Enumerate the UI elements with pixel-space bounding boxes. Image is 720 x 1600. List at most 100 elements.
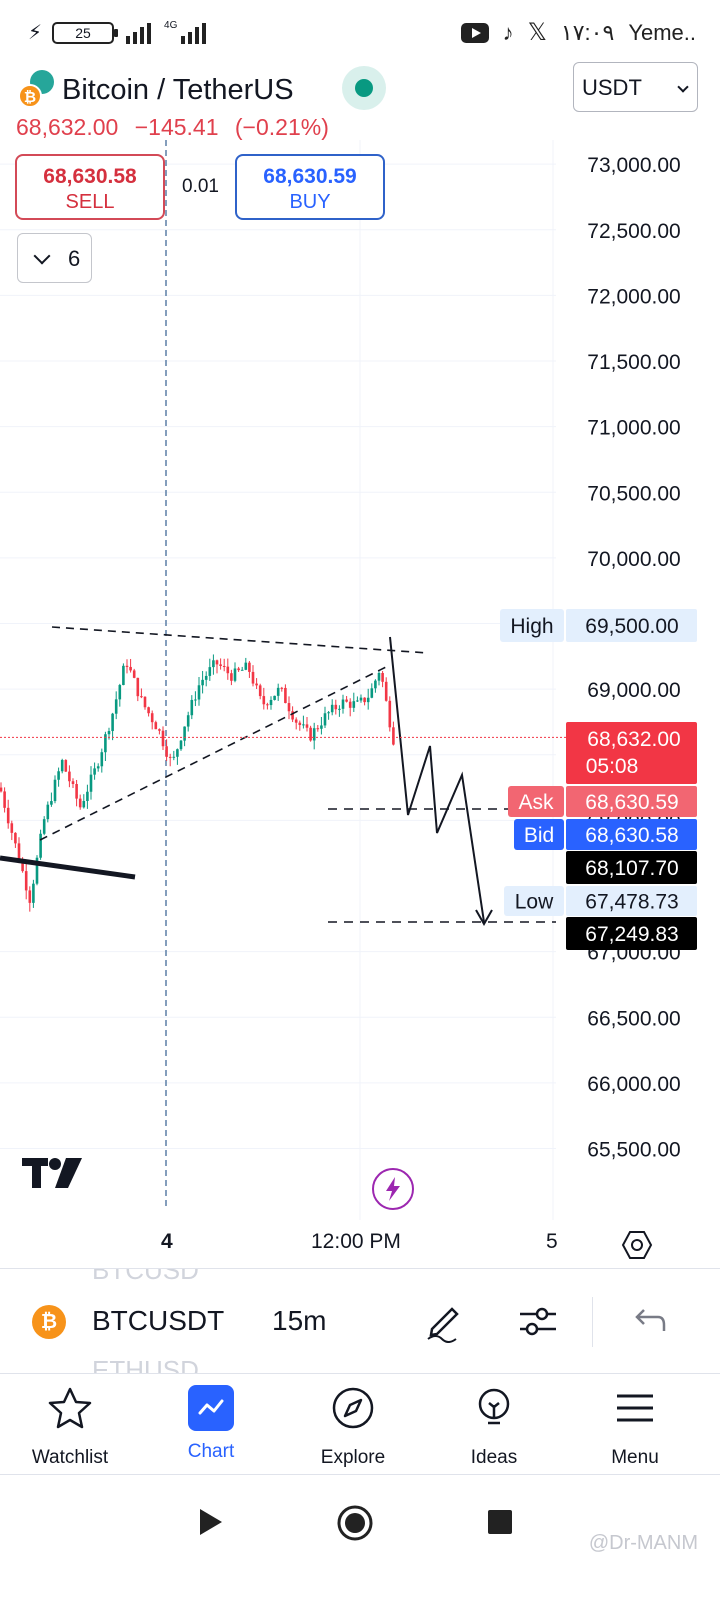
candle-2 [6,807,10,824]
candle-20 [71,781,75,785]
undo-icon[interactable] [628,1299,672,1343]
low-label: Low [515,891,554,914]
lightbulb-icon [478,1388,510,1425]
bid-price-value: 68,630.58 [585,824,678,847]
hamburger-menu-icon [617,1394,653,1422]
y-tick-label: 71,000.00 [587,417,680,440]
candle-32 [114,699,118,714]
candle-24 [86,791,89,802]
trendline-upper [51,626,429,654]
price-summary: 68,632.00 −145.41 (−0.21%) [16,114,329,141]
candle-91 [327,712,330,714]
nav-menu[interactable]: Menu [565,1385,705,1469]
lightning-icon[interactable] [372,1168,414,1210]
symbol-list-prev[interactable]: BTCUSD [92,1268,199,1285]
chart-canvas[interactable]: 73,000.00 72,500.00 72,000.00 71,500.00 71,0… [0,140,720,1220]
nav-ideas-label: Ideas [470,1447,518,1468]
order-quantity[interactable]: 0.01 [182,176,219,197]
level-2-price-badge [566,917,697,950]
candle-10 [35,857,39,884]
projection-arrowhead [475,909,493,927]
symbol-list-next[interactable]: ETHUSD [92,1355,199,1374]
symbol-toolbar: BTCUSD ₿ BTCUSDT 15m ETHUSD [0,1268,720,1374]
candle-107 [384,681,388,701]
candle-48 [172,756,176,758]
candle-57 [204,675,208,680]
tiktok-icon: ♪ [502,19,514,45]
bar-countdown: 05:08 [586,755,639,778]
candle-47 [168,756,172,758]
sell-button[interactable]: 68,630.58 SELL [15,154,165,220]
market-open-indicator[interactable] [342,66,386,110]
candle-46 [165,746,168,757]
candle-5 [17,843,21,862]
y-tick-label: 73,000.00 [587,154,680,177]
indicators-settings-icon[interactable] [516,1299,560,1343]
x-tick-day-4: 4 [161,1230,173,1253]
nav-explore[interactable]: Explore [283,1385,423,1469]
bid-tag [514,819,564,850]
bid-label: Bid [524,824,554,847]
candle-19 [68,771,71,782]
chevron-down-icon [33,247,51,265]
sell-price: 68,630.58 [43,165,137,188]
candle-83 [298,722,302,725]
symbol-selector[interactable]: BTCUSDT [92,1305,225,1336]
candle-75 [269,699,273,706]
nav-watchlist[interactable]: Watchlist [0,1385,140,1469]
nav-chart[interactable]: Chart [141,1385,281,1463]
high-price-value: 69,500.00 [585,615,678,638]
candle-3 [10,823,14,833]
candle-81 [291,711,294,720]
drawing-pen-icon[interactable] [422,1299,466,1343]
symbol-title[interactable]: Bitcoin / TetherUS [62,73,294,106]
candle-25 [89,774,93,792]
candle-55 [197,685,201,700]
candle-63 [226,666,230,674]
x-icon: 𝕏 [527,19,547,46]
play-icon[interactable] [196,1506,226,1538]
candle-42 [150,713,154,723]
high-tag [500,609,564,642]
star-icon [48,1387,92,1429]
interval-selector[interactable]: 15m [272,1305,327,1336]
candle-37 [132,670,136,678]
candle-53 [190,699,194,716]
candle-62 [222,665,226,667]
nav-chart-label: Chart [187,1441,235,1462]
time-axis[interactable]: 4 12:00 PM 5 [0,1222,720,1266]
candle-84 [302,724,305,726]
candle-27 [96,766,100,769]
currency-select[interactable]: USDT [573,62,698,112]
bid-price-badge [566,819,697,850]
candle-64 [230,673,233,681]
battery-level: 25 [75,24,91,41]
y-tick-label: 66,500.00 [587,1007,680,1030]
network-type: 4G [164,20,178,31]
candle-78 [280,687,284,689]
ask-price-value: 68,630.59 [585,791,678,814]
candle-28 [100,752,104,767]
buy-button[interactable]: 68,630.59 BUY [235,154,385,220]
y-tick-label: 70,000.00 [587,548,680,571]
chart-settings-icon[interactable] [620,1228,654,1262]
home-circle-icon[interactable] [336,1504,374,1542]
candle-12 [42,819,46,834]
candle-79 [284,687,287,704]
stop-icon[interactable] [487,1509,513,1535]
y-tick-label: 72,000.00 [587,285,680,308]
chart-area[interactable]: 73,000.00 72,500.00 72,000.00 71,500.00 71,0… [0,140,720,1220]
ask-price-badge [566,786,697,817]
bottom-navigation: Watchlist Chart Explore Ideas Menu [0,1375,720,1475]
candle-76 [273,695,276,700]
last-price-badge [566,722,697,784]
nav-ideas[interactable]: Ideas [424,1385,564,1469]
symbol-header[interactable]: ₿ Bitcoin / TetherUS [18,70,294,110]
y-tick-label: 70,500.00 [587,482,680,505]
tradingview-logo [22,1158,82,1188]
candle-95 [341,699,345,709]
high-label: High [510,615,553,638]
clock: ١٧:٠٩ [560,19,615,45]
candle-66 [237,668,240,671]
indicators-toggle[interactable]: 6 [17,233,92,283]
